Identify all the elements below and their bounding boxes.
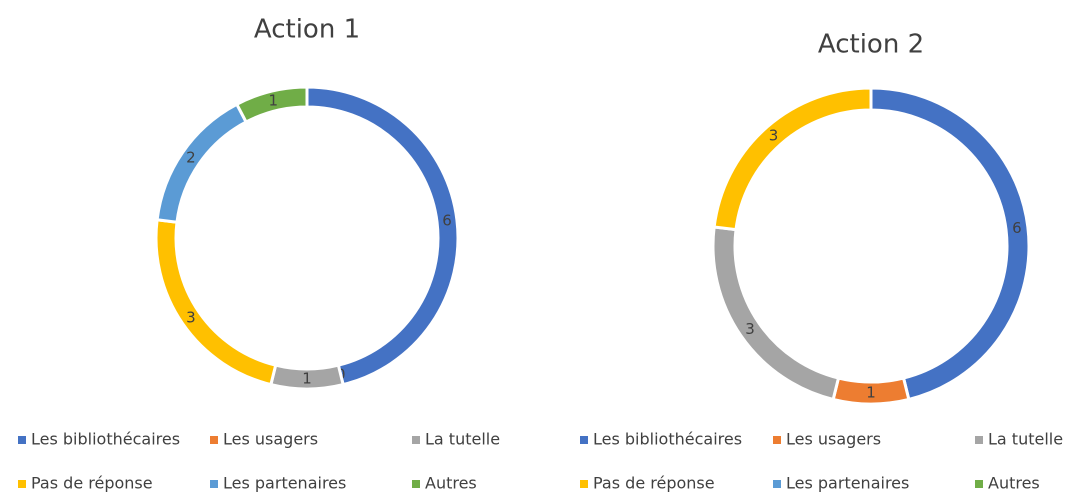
data-label: 3: [745, 320, 755, 338]
legend-label: Les partenaires: [223, 474, 346, 493]
chart-title: Action 2: [818, 30, 924, 60]
legend-swatch: [412, 480, 420, 488]
legend-swatch: [210, 436, 218, 444]
legend-swatch: [18, 436, 26, 444]
data-label: 2: [186, 148, 196, 166]
donut-segment: [712, 86, 873, 232]
donut-segment: [234, 85, 309, 125]
legend-label: Les bibliothécaires: [31, 430, 180, 449]
legend-swatch: [412, 436, 420, 444]
legend-label: Pas de réponse: [593, 474, 715, 493]
legend-swatch: [773, 480, 781, 488]
legend-swatch: [975, 436, 983, 444]
legend-swatch: [210, 480, 218, 488]
legend-label: Les bibliothécaires: [593, 430, 742, 449]
donut-segment: [869, 86, 1031, 402]
legend-swatch: [18, 480, 26, 488]
legend-swatch: [975, 480, 983, 488]
donut-segment: [711, 225, 841, 402]
legend-swatch: [580, 480, 588, 488]
legend-label: Pas de réponse: [31, 474, 153, 493]
legend-swatch: [580, 436, 588, 444]
data-label: 1: [866, 384, 876, 402]
data-label: 6: [442, 212, 452, 230]
donut-segment: [154, 218, 278, 387]
data-label: 3: [769, 126, 779, 144]
chart-title: Action 1: [254, 15, 360, 45]
data-label: 6: [1012, 219, 1022, 237]
legend-label: La tutelle: [425, 430, 500, 449]
legend-label: Les partenaires: [786, 474, 909, 493]
legend-label: La tutelle: [988, 430, 1063, 449]
data-label: 1: [302, 370, 312, 388]
donut-segment: [155, 102, 249, 224]
legend-label: Autres: [425, 474, 477, 493]
data-label: 3: [186, 309, 196, 327]
legend-label: Autres: [988, 474, 1040, 493]
legend-swatch: [773, 436, 781, 444]
donut-segment: [305, 85, 460, 387]
legend-label: Les usagers: [786, 430, 881, 449]
data-label: 1: [268, 92, 278, 110]
legend-label: Les usagers: [223, 430, 318, 449]
